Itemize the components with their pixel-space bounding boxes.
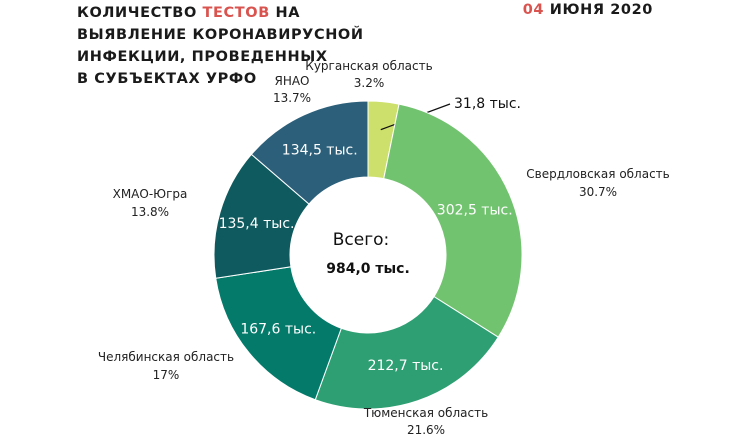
- slice-5: [250, 100, 369, 205]
- slice-value-label-5: 134,5 тыс.: [282, 143, 358, 159]
- title-text-2: на: [269, 5, 301, 21]
- center-value: 984,0 тыс.: [326, 261, 410, 277]
- slice-percent-label-2: 21.6%: [407, 423, 445, 437]
- slice-value-label-0: 31,8 тыс.: [454, 96, 521, 112]
- slice-name-label-3: Челябинская область: [98, 350, 234, 364]
- title-line-2: выявление коронавирусной: [77, 27, 364, 43]
- slice-value-label-1: 302,5 тыс.: [437, 203, 513, 219]
- slice-1: [383, 103, 523, 338]
- title-line-3: инфекции, проведенных: [77, 49, 328, 65]
- title-text-1: Количество: [77, 5, 203, 21]
- slice-value-label-2: 212,7 тыс.: [368, 358, 444, 374]
- slice-percent-label-4: 13.8%: [131, 205, 169, 219]
- date-day: 04: [522, 2, 545, 18]
- center-label: Всего:: [333, 230, 390, 250]
- title-line-1: Количество тестов на: [77, 2, 364, 24]
- slice-name-label-0: Курганская область: [305, 59, 432, 73]
- slice-percent-label-0: 3.2%: [354, 76, 385, 90]
- slice-name-label-1: Свердловская область: [526, 167, 670, 181]
- slice-name-label-5: ЯНАО: [274, 74, 309, 88]
- slice-value-label-3: 167,6 тыс.: [240, 322, 316, 338]
- slice-percent-label-5: 13.7%: [273, 91, 311, 105]
- slice-value-label-4: 135,4 тыс.: [219, 216, 295, 232]
- title-accent: тестов: [202, 5, 270, 21]
- title-line-4: в субъектах УрФО: [77, 71, 257, 87]
- date-rest: июня 2020: [544, 2, 653, 18]
- slice-name-label-2: Тюменская область: [363, 406, 488, 420]
- slice-name-label-4: ХМАО-Югра: [113, 187, 188, 201]
- slice-percent-label-1: 30.7%: [579, 185, 617, 199]
- slice-percent-label-3: 17%: [153, 368, 180, 382]
- date-label: 04 июня 2020: [523, 2, 653, 18]
- chart-title: Количество тестов на выявление коронавир…: [77, 2, 364, 90]
- slice-2: [314, 295, 499, 410]
